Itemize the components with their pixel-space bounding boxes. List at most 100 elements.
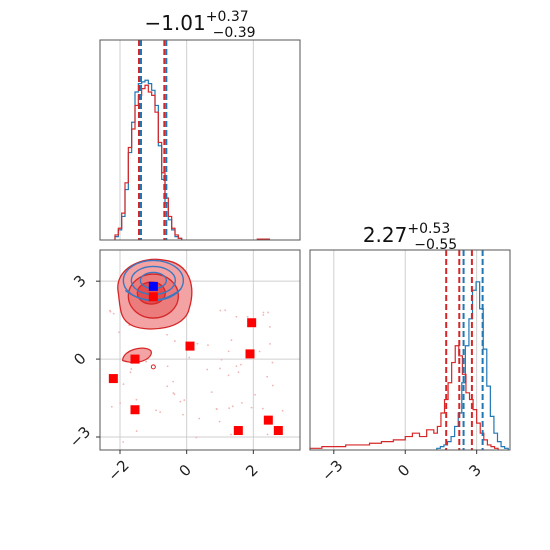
red-marker-7 [233,426,243,436]
scatter-dot-60 [219,309,222,312]
x-tick-label-0: −2 [104,456,132,484]
red-marker-8 [263,415,273,425]
scatter-dot-49 [262,311,265,314]
title-param-2-median: 2.27 [363,223,408,247]
panel-joint: −2 0 2 −3 0 3 [66,249,301,485]
scatter-dot-3 [166,333,168,336]
red-marker-0 [148,292,158,302]
scatter-dot-9 [227,374,230,377]
hist-red [114,84,183,240]
scatter-dot-64 [155,409,158,412]
red-marker-4 [130,405,140,415]
scatter-dot-67 [230,339,233,342]
scatter-dot-7 [173,340,176,342]
red-marker-6 [245,349,255,359]
red-marker-1 [185,341,195,351]
red-marker-9 [273,426,283,436]
scatter-dot-27 [198,417,201,420]
title-param-1: −1.01+0.37 −0.39 [144,9,255,41]
scatter-dot-63 [207,344,209,347]
scatter-dot-45 [218,420,221,423]
y-tick-label-0: −3 [66,423,94,451]
scatter-dot-65 [145,360,148,363]
frame-marginal-2 [309,249,511,451]
scatter-dot-18 [183,399,186,401]
scatter-dot-54 [237,371,240,374]
scatter-dot-24 [266,433,269,436]
scatter-dot-8 [230,433,232,436]
red-marker-3 [108,374,118,384]
scatter-dot-66 [118,331,120,334]
title-param-2-plus: +0.53 [407,221,450,237]
scatter-dot-4 [239,363,242,366]
scatter-dot-53 [216,408,218,411]
scatter-dot-14 [267,311,269,314]
scatter-dot-44 [281,409,284,412]
blue-marker-0 [148,281,158,291]
scatter-dot-5 [227,350,230,353]
scatter-dot-33 [258,350,261,353]
scatter-dot-50 [241,401,243,404]
scatter-dot-46 [188,356,191,359]
x2-tick-label-1: 0 [394,461,413,480]
panel-marginal-2: 2.27+0.53 −0.55 −3 0 3 [309,221,511,485]
scatter-dot-38 [210,391,213,394]
scatter-dot-35 [196,342,199,345]
x-tick-label-1: 0 [176,461,195,480]
scatter-dot-42 [122,383,125,385]
scatter-dot-17 [135,398,138,401]
title-param-2: 2.27+0.53 −0.55 [363,221,457,253]
scatter-dot-25 [172,392,175,394]
contour-red-speck [150,364,156,370]
x2-tick-label-2: 3 [466,461,485,480]
scatter-dot-48 [262,314,265,316]
scatter-dot-16 [254,393,257,396]
panel-marginal-1: −1.01+0.37 −0.39 [99,9,301,241]
scatter-dot-40 [246,315,249,318]
hist-red [309,345,499,450]
scatter-dot-59 [109,310,112,313]
y-tick-label-2: 3 [70,271,89,290]
scatter-dot-10 [268,325,271,328]
title-param-1-minus: −0.39 [213,25,256,41]
scatter-dot-26 [224,309,227,312]
scatter-dot-6 [250,406,253,409]
scatter-dot-36 [271,384,274,387]
scatter-dot-32 [266,375,269,378]
scatter-dot-68 [195,436,198,439]
title-param-1-plus: +0.37 [206,9,249,25]
scatter-dot-12 [269,342,271,345]
scatter-dot-61 [112,312,115,315]
x-tick-label-2: 2 [242,461,261,480]
scatter-dot-15 [173,393,176,396]
scatter-dot-11 [130,368,133,370]
scatter-dot-56 [261,407,264,410]
scatter-dot-37 [231,405,234,408]
scatter-dot-34 [219,367,221,370]
red-marker-5 [247,318,257,328]
scatter-dot-1 [159,411,162,414]
scatter-dot-19 [271,361,274,364]
scatter-dot-23 [182,413,184,416]
scatter-dot-21 [119,402,122,405]
scatter-dot-30 [166,365,169,368]
y-tick-label-1: 0 [70,349,89,368]
scatter-dot-51 [110,405,113,408]
title-param-2-minus: −0.55 [414,237,457,253]
red-marker-2 [130,354,140,364]
frame-joint [99,249,301,451]
scatter-dot-43 [135,430,138,432]
scatter-dot-29 [172,380,175,383]
frame-marginal-1 [99,39,301,241]
title-param-1-median: −1.01 [144,11,205,35]
scatter-dot-20 [235,315,238,318]
scatter-dot-22 [206,368,209,371]
scatter-dot-52 [122,441,125,443]
scatter-dot-55 [228,407,231,410]
scatter-dot-58 [129,371,132,374]
scatter-dot-39 [166,385,169,388]
scatter-dot-13 [220,358,223,361]
scatter-dot-28 [179,400,182,403]
scatter-dot-2 [235,365,238,368]
